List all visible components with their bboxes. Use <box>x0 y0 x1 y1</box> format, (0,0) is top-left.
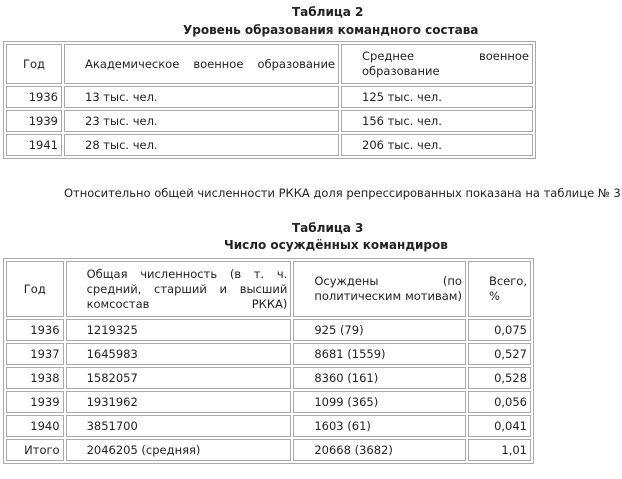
table-row: 1939 23 тыс. чел. 156 тыс. чел. <box>6 110 533 132</box>
table-cell: 1939 <box>6 391 64 413</box>
header-year: Год <box>6 261 64 317</box>
table3-title: Число осуждённых командиров <box>224 238 448 252</box>
header-year: Год <box>6 44 62 84</box>
table-cell: 1582057 <box>65 367 292 389</box>
table-cell: 1603 (61) <box>293 415 466 437</box>
table-cell: 1,01 <box>467 439 531 461</box>
table-cell: 20668 (3682) <box>293 439 466 461</box>
table-3: Год Общая численность (в т. ч. средний, … <box>3 258 534 464</box>
table-cell: 1645983 <box>65 343 292 365</box>
table-cell: 0,527 <box>467 343 531 365</box>
table2-caption: Таблица 2 <box>292 5 364 19</box>
header-academic: Академическое военное образование <box>64 44 339 84</box>
table-row: 1936 13 тыс. чел. 125 тыс. чел. <box>6 86 533 108</box>
header-percent: Всего, % <box>467 261 531 317</box>
table-cell: 1939 <box>6 110 62 132</box>
table-row: 1941 28 тыс. чел. 206 тыс. чел. <box>6 134 533 156</box>
table-cell: 1936 <box>6 86 62 108</box>
table-cell: 1219325 <box>65 319 292 341</box>
table-cell: 156 тыс. чел. <box>341 110 533 132</box>
table-cell: 0,075 <box>467 319 531 341</box>
table-cell: 0,528 <box>467 367 531 389</box>
table-row: 1940 3851700 1603 (61) 0,041 <box>6 415 531 437</box>
table-cell: 1940 <box>6 415 64 437</box>
table-cell: 8681 (1559) <box>293 343 466 365</box>
table-row: 1939 1931962 1099 (365) 0,056 <box>6 391 531 413</box>
table-cell: 925 (79) <box>293 319 466 341</box>
table-cell: 23 тыс. чел. <box>64 110 339 132</box>
note-text: Относительно общей численности РККА доля… <box>64 186 622 200</box>
table-header-row: Год Академическое военное образование Ср… <box>6 44 533 84</box>
table-cell: 206 тыс. чел. <box>341 134 533 156</box>
table-header-row: Год Общая численность (в т. ч. средний, … <box>6 261 531 317</box>
header-secondary: Среднее военное образование <box>341 44 533 84</box>
table-row: Итого 2046205 (средняя) 20668 (3682) 1,01 <box>6 439 531 461</box>
table-cell: 1937 <box>6 343 64 365</box>
table3-caption: Таблица 3 <box>292 221 364 235</box>
table-row: 1937 1645983 8681 (1559) 0,527 <box>6 343 531 365</box>
header-convicted: Осуждены (по политическим мотивам) <box>293 261 466 317</box>
table-cell: 1099 (365) <box>293 391 466 413</box>
table-cell: 0,056 <box>467 391 531 413</box>
header-total: Общая численность (в т. ч. средний, стар… <box>65 261 292 317</box>
table-cell: 1936 <box>6 319 64 341</box>
table-row: 1938 1582057 8360 (161) 0,528 <box>6 367 531 389</box>
table-cell: 1941 <box>6 134 62 156</box>
table-cell: 125 тыс. чел. <box>341 86 533 108</box>
table-cell: 3851700 <box>65 415 292 437</box>
table2-title: Уровень образования командного состава <box>183 23 479 37</box>
table-cell: 0,041 <box>467 415 531 437</box>
table-cell: 2046205 (средняя) <box>65 439 292 461</box>
table-cell: 28 тыс. чел. <box>64 134 339 156</box>
table-cell: 13 тыс. чел. <box>64 86 339 108</box>
table-2: Год Академическое военное образование Ср… <box>3 41 536 159</box>
table-cell: 1938 <box>6 367 64 389</box>
table-cell: Итого <box>6 439 64 461</box>
table-cell: 1931962 <box>65 391 292 413</box>
table-cell: 8360 (161) <box>293 367 466 389</box>
table-row: 1936 1219325 925 (79) 0,075 <box>6 319 531 341</box>
